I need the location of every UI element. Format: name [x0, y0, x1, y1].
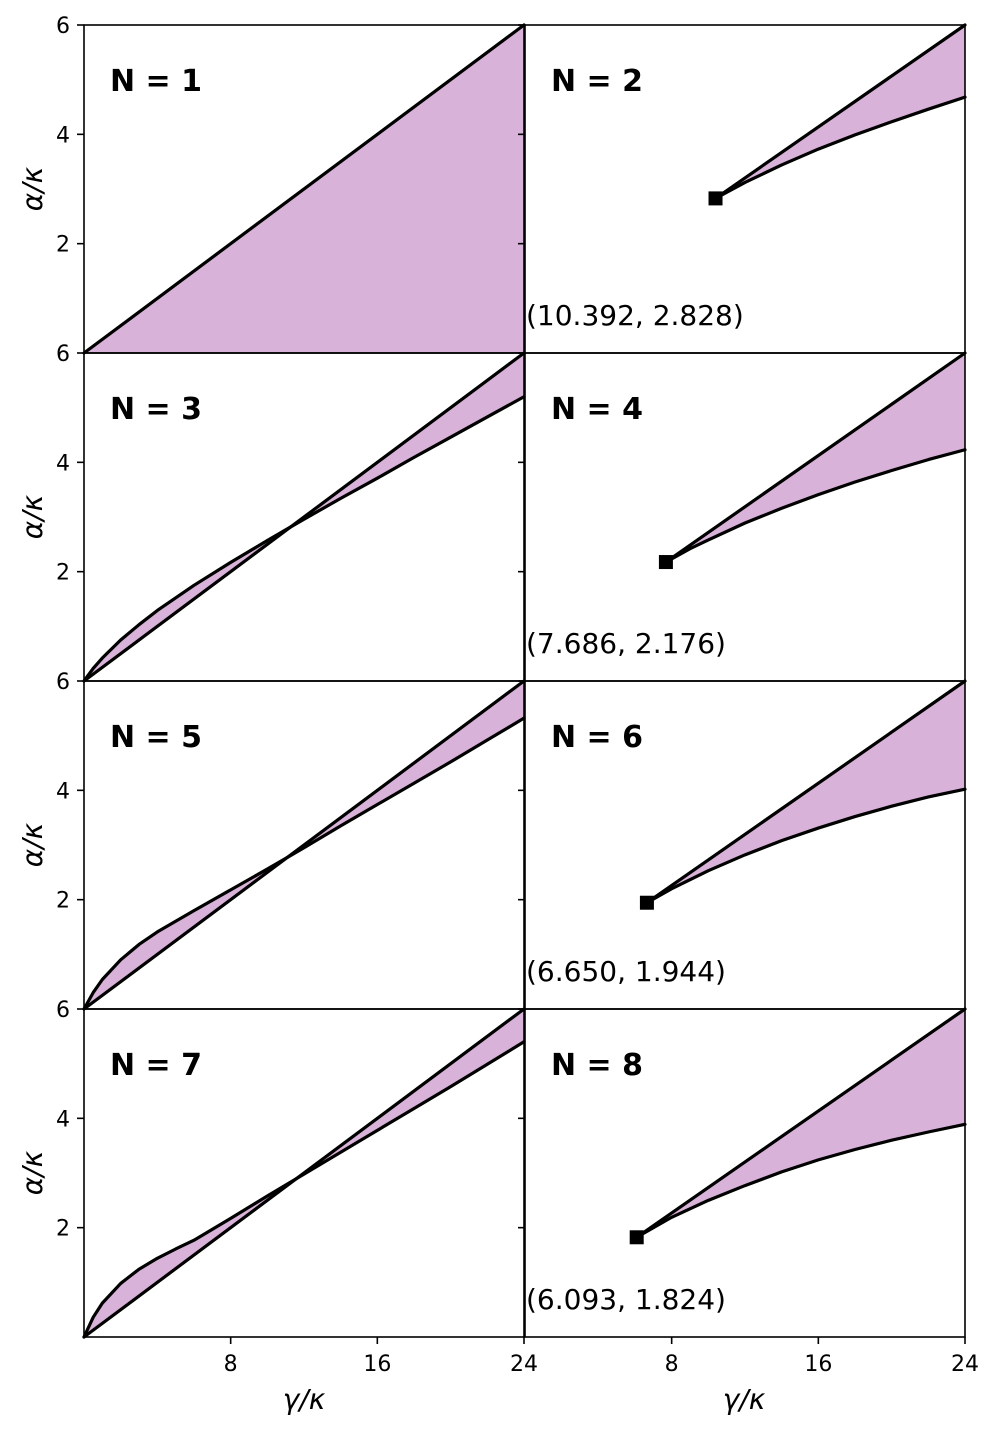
y-tick-label: 2 — [56, 561, 70, 586]
lower-boundary-line — [645, 787, 967, 905]
endpoint-marker — [639, 895, 654, 910]
endpoint-annotation: (6.093, 1.824) — [526, 1283, 726, 1316]
x-tick-label: 16 — [363, 1352, 391, 1377]
upper-boundary-line — [635, 1007, 967, 1239]
y-tick-label: 4 — [56, 779, 70, 804]
panel-2: N = 2 (10.392, 2.828) — [526, 23, 967, 332]
y-tick-label: 6 — [56, 14, 70, 39]
panel-label: N = 6 — [551, 720, 643, 755]
x-tick-label: 24 — [951, 1352, 979, 1377]
panels-layer: N = 1 N = 2 (10.392, 2.828) N = 3 N = 4 (7.68… — [82, 23, 967, 1339]
x-axis-label-right: γ/κ — [723, 1383, 766, 1416]
y-tick-label: 4 — [56, 123, 70, 148]
panel-frame — [524, 1008, 966, 1338]
y-tick-label: 6 — [56, 670, 70, 695]
upper-boundary-line — [82, 351, 526, 683]
endpoint-annotation: (10.392, 2.828) — [526, 299, 744, 332]
upper-boundary-line — [645, 679, 967, 905]
y-tick-label: 2 — [56, 233, 70, 258]
y-axis-label: α/κ — [16, 1150, 49, 1195]
lower-boundary-line — [713, 95, 967, 200]
x-tick-label: 8 — [665, 1352, 679, 1377]
panel-label: N = 1 — [110, 64, 202, 99]
endpoint-annotation: (6.650, 1.944) — [526, 955, 726, 988]
endpoint-marker — [708, 191, 723, 206]
panel-frame — [83, 1008, 525, 1338]
upper-boundary-line — [82, 679, 526, 1011]
lower-boundary-line — [82, 395, 526, 683]
endpoint-marker — [629, 1230, 644, 1245]
x-tick-label: 24 — [510, 1352, 538, 1377]
y-tick-label: 2 — [56, 1217, 70, 1242]
panel-label: N = 2 — [551, 64, 643, 99]
y-tick-label: 2 — [56, 889, 70, 914]
y-tick-label: 4 — [56, 1107, 70, 1132]
panel-label: N = 8 — [551, 1048, 643, 1083]
y-tick-label: 6 — [56, 342, 70, 367]
endpoint-marker — [658, 555, 673, 570]
y-axis-label: α/κ — [16, 166, 49, 211]
panel-4: N = 4 (7.686, 2.176) — [526, 351, 967, 660]
endpoint-annotation: (7.686, 2.176) — [526, 627, 726, 660]
panel-1: N = 1 — [82, 23, 526, 355]
upper-boundary-line — [664, 351, 967, 564]
lower-boundary-line — [82, 716, 526, 1011]
panel-7: N = 7 — [82, 1007, 526, 1339]
y-tick-label: 6 — [56, 998, 70, 1023]
panel-label: N = 5 — [110, 720, 202, 755]
upper-boundary-line — [713, 23, 967, 200]
panel-label: N = 7 — [110, 1048, 202, 1083]
panel-6: N = 6 (6.650, 1.944) — [526, 679, 967, 988]
lower-boundary-line — [82, 1040, 526, 1339]
lower-boundary-line — [664, 448, 967, 564]
y-axis-label: α/κ — [16, 822, 49, 867]
panel-8: N = 8 (6.093, 1.824) — [526, 1007, 967, 1316]
panel-label: N = 3 — [110, 392, 202, 427]
x-tick-label: 8 — [224, 1352, 238, 1377]
panel-3: N = 3 — [82, 351, 526, 683]
y-axis-label: α/κ — [16, 494, 49, 539]
upper-boundary-line — [82, 23, 526, 355]
lower-boundary-line — [635, 1122, 967, 1239]
panel-label: N = 4 — [551, 392, 643, 427]
panel-5: N = 5 — [82, 679, 526, 1011]
x-axis-label-left: γ/κ — [283, 1383, 326, 1416]
y-tick-label: 4 — [56, 451, 70, 476]
x-tick-label: 16 — [804, 1352, 832, 1377]
